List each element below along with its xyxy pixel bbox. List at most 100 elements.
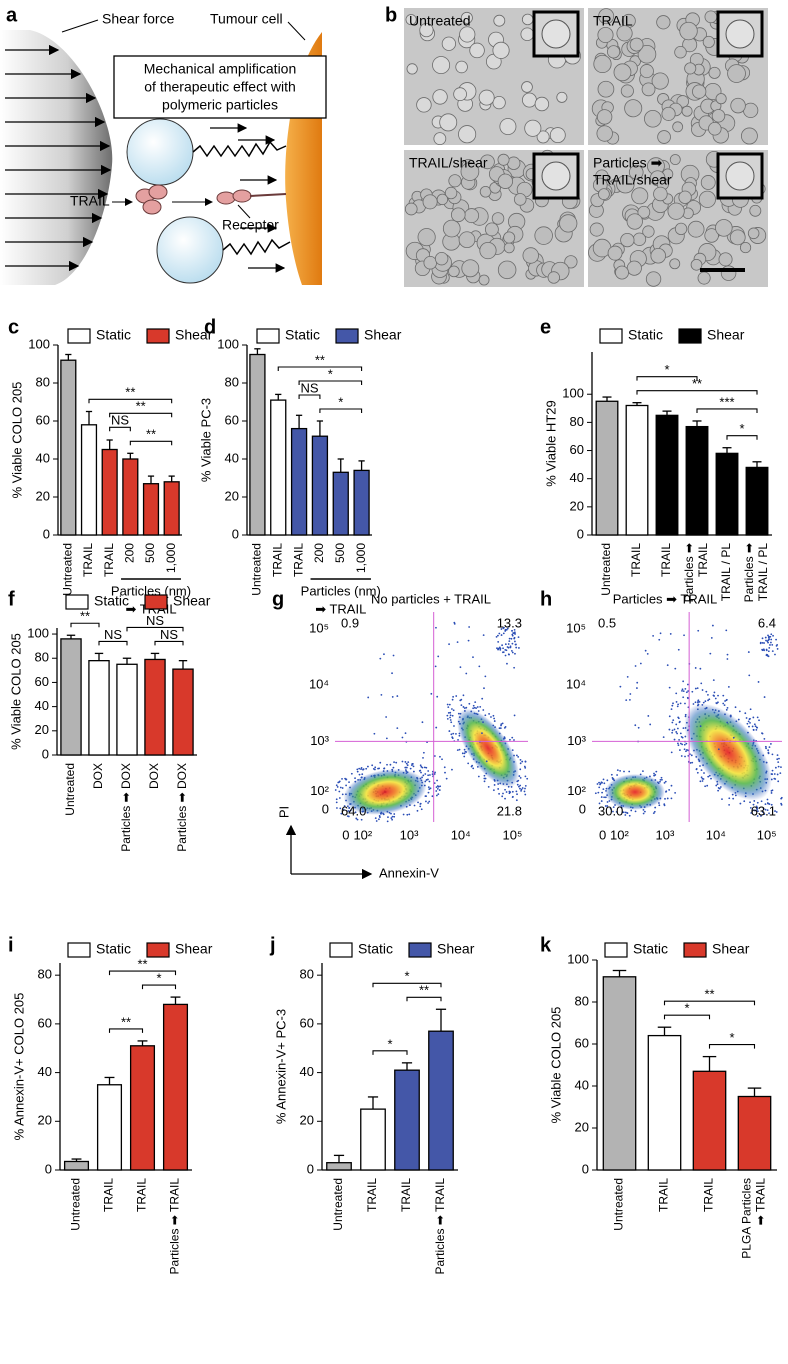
event-dot [371,764,374,767]
event-dot [506,662,508,665]
event-dot [769,635,772,638]
event-dot [451,708,453,710]
cell [628,164,644,180]
event-dot [699,765,701,767]
event-dot [349,809,352,812]
cell [697,271,711,285]
cell [433,132,447,146]
event-dot [764,803,767,806]
event-dot [610,773,613,776]
event-dot [701,689,704,691]
event-dot [749,721,751,724]
event-dot [770,803,773,806]
cell [479,185,492,198]
event-dot [517,755,520,758]
event-dot [704,785,707,788]
event-dot [425,795,428,798]
event-dot [472,707,475,710]
y-tick-label: 0 [577,526,584,541]
event-dot [451,698,454,701]
legend-label: Static [96,327,131,343]
event-dot [504,788,506,791]
event-dot [435,786,438,788]
cell [549,127,566,144]
event-dot [338,790,341,793]
event-dot [747,720,750,723]
y-tick-label: 60 [36,412,50,427]
cell [687,220,705,238]
event-dot [427,791,430,794]
event-dot [436,788,439,790]
cell [522,247,539,264]
event-dot [373,732,376,735]
event-dot [379,657,382,660]
event-dot [758,719,760,722]
event-dot [455,732,457,735]
x-tick-label: 10⁴ [706,827,726,842]
event-dot [599,782,602,785]
event-dot [391,815,394,818]
event-dot [502,632,505,635]
significance-label: ** [419,983,429,998]
y-tick-label: 0 [579,802,586,817]
y-tick-label: 80 [575,993,589,1008]
event-dot [682,727,685,730]
bar [625,404,649,536]
x-tick-label: TRAIL [629,543,643,577]
event-dot [501,644,504,647]
image-label: Particles ➡ [593,155,663,171]
cell [598,8,615,25]
legend-swatch [683,942,707,958]
panel-letter: c [8,316,19,338]
cell [613,63,632,82]
event-dot [358,767,361,770]
event-dot [634,724,637,727]
event-dot [477,710,480,712]
legend-swatch [256,328,280,344]
bar [360,1108,386,1171]
event-dot [772,634,774,637]
event-dot [677,717,680,720]
event-dot [511,736,514,739]
panel-letter: a [6,4,18,26]
cell [739,241,752,254]
event-dot [757,810,759,813]
x-tick-label: Untreated [331,1178,345,1231]
bar [172,668,194,756]
event-dot [658,638,661,641]
event-dot [344,777,347,780]
event-dot [664,797,666,800]
cell [479,241,497,260]
event-dot [697,700,699,703]
x-tick-label: 10² [353,827,372,842]
cell [620,84,634,98]
cell [458,125,477,144]
cell [432,56,451,75]
event-dot [761,811,764,813]
event-dot [628,770,631,773]
event-dot [770,633,773,636]
cell [711,109,726,123]
event-dot [761,641,764,644]
event-dot [602,788,605,791]
event-dot [707,693,709,696]
event-dot [519,768,522,771]
event-dot [644,649,647,652]
significance-bracket [696,408,758,413]
event-dot [460,704,463,707]
event-dot [435,790,438,792]
event-dot [777,765,780,768]
event-dot [392,654,395,657]
event-dot [767,641,769,644]
quadrant-percent: 0.9 [341,615,359,630]
event-dot [771,753,774,756]
x-tick-label: 10⁴ [451,827,471,842]
event-dot [336,807,338,809]
bar [249,353,266,536]
event-dot [526,777,529,780]
event-dot [771,769,774,772]
event-dot [767,650,770,653]
text-box [113,55,327,119]
event-dot [462,694,465,697]
event-dot [473,706,476,709]
